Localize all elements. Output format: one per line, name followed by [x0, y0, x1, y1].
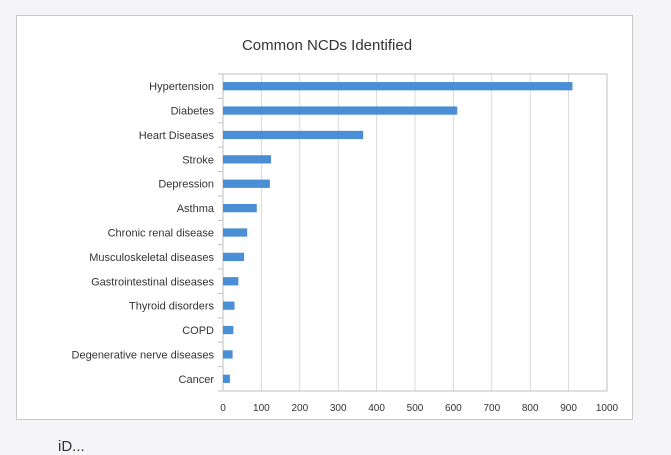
bar [223, 155, 271, 164]
chart-title: Common NCDs Identified [242, 37, 412, 54]
bar [223, 350, 233, 359]
x-tick-label: 100 [253, 403, 270, 414]
category-label: Gastrointestinal diseases [91, 276, 214, 288]
x-tick-label: 500 [407, 403, 424, 414]
category-label: Diabetes [171, 106, 215, 118]
x-tick-label: 700 [483, 403, 500, 414]
bar [223, 130, 364, 140]
bar-chart: Common NCDs Identified Hypertension Diabe… [72, 37, 619, 414]
x-tick-label: 400 [368, 403, 385, 414]
category-label: Depression [158, 179, 214, 191]
bar [223, 82, 573, 91]
category-label: Chronic renal disease [108, 228, 214, 240]
x-tick-label: 900 [560, 403, 577, 414]
bar [223, 179, 270, 188]
bar [223, 325, 234, 335]
category-label: COPD [182, 325, 214, 337]
bar [223, 277, 239, 286]
chart-frame: Common NCDs Identified Hypertension Diabe… [16, 15, 633, 420]
caption-fragment: iD... [58, 438, 85, 455]
x-tick-label: 200 [291, 403, 308, 414]
category-label: Thyroid disorders [129, 301, 214, 313]
bar [223, 301, 235, 310]
category-label: Musculoskeletal diseases [89, 252, 214, 264]
category-label: Heart Diseases [139, 130, 215, 142]
category-label: Cancer [179, 374, 215, 386]
category-label: Asthma [177, 203, 215, 215]
category-label: Hypertension [149, 81, 214, 93]
bar [223, 106, 458, 115]
bar [223, 252, 245, 262]
bar [223, 374, 230, 383]
bar [223, 203, 257, 213]
category-label: Degenerative nerve diseases [72, 349, 215, 361]
x-tick-label: 800 [522, 403, 539, 414]
x-tick-label: 1000 [596, 403, 619, 414]
x-tick-label: 0 [220, 403, 226, 414]
bar [223, 228, 248, 237]
category-label: Stroke [182, 154, 214, 166]
x-tick-label: 600 [445, 403, 462, 414]
x-tick-label: 300 [330, 403, 347, 414]
